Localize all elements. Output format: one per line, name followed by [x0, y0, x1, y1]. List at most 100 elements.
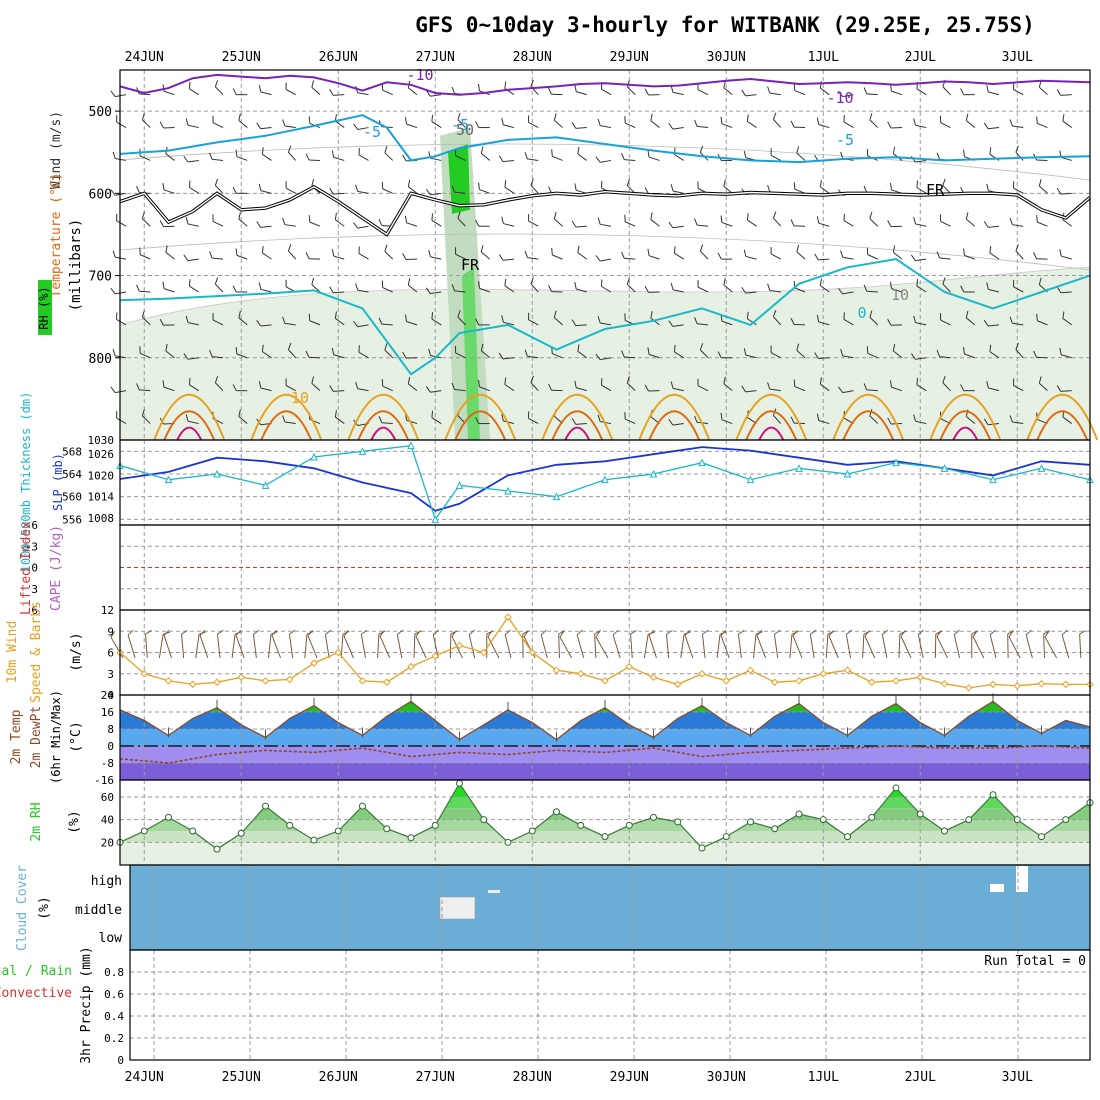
- wind-barb: [406, 419, 418, 425]
- wind-barb-flag: [334, 114, 337, 122]
- y-tick-label: 600: [89, 187, 112, 202]
- wind-barb: [942, 86, 951, 96]
- wind-speed-marker: [577, 670, 585, 678]
- wind-barb: [189, 187, 200, 194]
- wind-barb: [842, 94, 854, 98]
- contour-20: [370, 426, 397, 441]
- wind-barb-flag: [702, 629, 709, 635]
- wind-barb-flag: [621, 251, 625, 259]
- wind-barb: [455, 253, 466, 260]
- wind-barb: [600, 223, 612, 227]
- wind-barb-flag: [699, 343, 704, 351]
- wind-barb: [1060, 94, 1072, 96]
- wind-barb: [794, 90, 806, 96]
- wind-barb: [674, 252, 685, 260]
- wind-barb: [284, 224, 296, 227]
- wind-barb: [818, 321, 830, 326]
- y-tick-label: 20: [101, 836, 114, 849]
- wind-barb: [1015, 349, 1024, 359]
- wind-barb-flag: [1044, 630, 1050, 638]
- wind-barb-flag: [816, 314, 820, 322]
- wind-barb-flag: [723, 80, 726, 88]
- wind-barb-flag: [308, 116, 311, 124]
- wind-barb: [165, 350, 175, 359]
- wind-barb: [866, 290, 878, 293]
- y-axis-label-wind: 10m Wind: [5, 621, 20, 684]
- x-tick-label-bottom: 2JUL: [905, 1070, 936, 1085]
- wind-barb: [503, 321, 515, 326]
- wind-barb-flag: [963, 149, 965, 157]
- wind-barb: [1038, 86, 1048, 96]
- wind-barb-flag: [475, 219, 480, 227]
- wind-speed-marker: [310, 659, 318, 667]
- wind-barb: [382, 89, 393, 96]
- wind-barb: [753, 634, 757, 659]
- wind-barb-flag: [1036, 313, 1038, 321]
- wind-barb-flag: [1033, 350, 1037, 358]
- wind-barb-flag: [597, 217, 601, 225]
- wind-barb: [820, 285, 830, 293]
- wind-barb-flag: [311, 376, 315, 384]
- wind-barb: [1062, 416, 1073, 424]
- wind-barb-flag: [305, 252, 310, 259]
- wind-barb: [357, 92, 369, 96]
- wind-barb: [940, 319, 951, 326]
- wind-barb: [1062, 219, 1073, 227]
- wind-barb: [454, 191, 466, 194]
- wind-barb: [527, 355, 539, 359]
- wind-barb-flag: [504, 81, 507, 89]
- wind-barb-flag: [185, 414, 189, 422]
- wind-barb-flag: [965, 212, 969, 220]
- wind-barb: [966, 120, 976, 128]
- wind-barb: [721, 419, 733, 425]
- wind-barb-flag: [743, 150, 747, 158]
- wind-barb-flag: [353, 222, 359, 229]
- contour-15: [551, 410, 604, 441]
- wind-barb-flag: [110, 189, 116, 196]
- wind-barb-flag: [457, 211, 461, 219]
- rh-marker: [237, 829, 245, 837]
- chart-title: GFS 0~10day 3-hourly for WITBANK (29.25E…: [415, 13, 1035, 37]
- wind-barb-flag: [498, 352, 504, 360]
- wind-barb: [260, 324, 272, 327]
- wind-barb: [382, 287, 393, 293]
- wind-barb-flag: [431, 312, 434, 320]
- wind-barb: [773, 415, 782, 424]
- wind-barb: [116, 417, 127, 424]
- wind-barb: [916, 384, 927, 392]
- wind-barb: [900, 636, 912, 659]
- wind-barb-flag: [960, 88, 965, 95]
- y-axis-unit: (%): [67, 810, 82, 833]
- wind-barb: [236, 353, 248, 359]
- wind-speed-marker: [383, 678, 391, 686]
- wind-barb: [842, 390, 854, 394]
- wind-barb-flag: [767, 283, 771, 291]
- wind-barb-flag: [261, 245, 264, 254]
- wind-barb-flag: [501, 216, 504, 224]
- wind-barb: [624, 356, 636, 359]
- wind-barb: [145, 634, 148, 659]
- wind-barb: [1061, 634, 1070, 659]
- wind-barb-flag: [530, 79, 534, 87]
- wind-barb-flag: [404, 215, 408, 223]
- wind-barb-flag: [648, 629, 655, 636]
- wind-barb: [408, 87, 418, 96]
- wind-barb: [503, 258, 515, 261]
- y-tick-label: 1030: [88, 434, 115, 447]
- wind-barb: [307, 635, 318, 659]
- wind-barb-flag: [256, 122, 261, 129]
- wind-barb: [481, 152, 491, 161]
- wind-barb-flag: [181, 629, 188, 635]
- wind-barb: [333, 390, 345, 392]
- wind-barb-flag: [307, 630, 313, 637]
- wind-barb: [600, 322, 612, 326]
- y-axis-label-precip: 3hr Precip (mm): [79, 946, 94, 1063]
- wind-barb-flag: [258, 183, 262, 191]
- wind-barb: [415, 636, 427, 659]
- wind-barb: [643, 634, 649, 659]
- wind-barb: [842, 355, 854, 359]
- wind-barb-flag: [846, 629, 853, 635]
- wind-barb-flag: [644, 187, 649, 194]
- wind-barb-flag: [384, 343, 388, 351]
- wind-barb-flag: [478, 379, 480, 387]
